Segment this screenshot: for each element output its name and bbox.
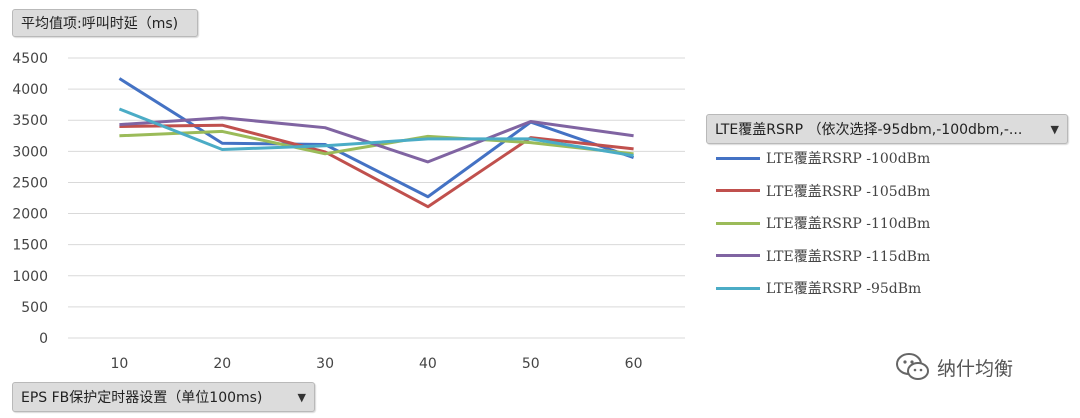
y-tick-label: 1000: [12, 269, 48, 285]
y-tick-label: 1500: [12, 238, 48, 254]
value-field-label: 平均值项:呼叫时延（ms): [21, 16, 179, 32]
legend-swatch: [716, 156, 760, 160]
value-field-button[interactable]: 平均值项:呼叫时延（ms): [12, 9, 198, 37]
chevron-down-icon: ▼: [1050, 122, 1059, 136]
series-line: [119, 116, 634, 164]
legend-label: LTE覆盖RSRP -115dBm: [766, 248, 931, 265]
x-tick-label: 40: [419, 356, 437, 372]
y-tick-label: 2000: [12, 207, 48, 223]
series-line: [119, 123, 634, 209]
legend-item[interactable]: LTE覆盖RSRP -100dBm: [716, 146, 930, 170]
y-tick-label: 2500: [12, 175, 48, 191]
legend-item[interactable]: LTE覆盖RSRP -105dBm: [716, 179, 930, 203]
legend-swatch: [716, 221, 760, 225]
chevron-down-icon: ▼: [297, 390, 306, 404]
y-tick-label: 4500: [12, 51, 48, 67]
y-tick-label: 3000: [12, 144, 48, 160]
y-tick-label: 0: [39, 331, 48, 347]
legend-swatch: [716, 189, 760, 192]
legend-item[interactable]: LTE覆盖RSRP -95dBm: [716, 276, 921, 300]
legend-field-dropdown[interactable]: LTE覆盖RSRP （依次选择-95dbm,-100dbm,-... ▼: [706, 114, 1068, 144]
legend-label: LTE覆盖RSRP -110dBm: [766, 216, 931, 232]
y-axis-ticks: 0 500 1000 1500 2000 2500 3000 3500 4000 4500: [12, 51, 48, 347]
x-tick-label: 10: [111, 356, 129, 372]
y-tick-label: 4000: [12, 82, 48, 98]
y-tick-label: 3500: [12, 113, 48, 129]
y-tick-label: 500: [21, 300, 48, 316]
x-axis-ticks: 10 20 30 40 50 60: [111, 356, 643, 372]
legend-item[interactable]: LTE覆盖RSRP -115dBm: [716, 244, 930, 268]
watermark: 纳什均衡: [895, 352, 1013, 382]
x-tick-label: 50: [522, 356, 540, 372]
watermark-text: 纳什均衡: [937, 357, 1014, 380]
legend-label: LTE覆盖RSRP -95dBm: [766, 281, 922, 297]
legend-field-label: LTE覆盖RSRP （依次选择-95dbm,-100dbm,-...: [715, 122, 1023, 138]
gridlines: [68, 57, 685, 339]
legend-swatch: [716, 254, 760, 257]
legend-label: LTE覆盖RSRP -105dBm: [766, 183, 931, 200]
legend-swatch: [716, 286, 760, 290]
legend-item[interactable]: LTE覆盖RSRP -110dBm: [716, 211, 930, 235]
x-tick-label: 60: [625, 356, 643, 372]
series-line: [118, 107, 634, 158]
series-lines: [118, 77, 635, 209]
x-field-label: EPS FB保护定时器设置（单位100ms): [21, 390, 263, 406]
x-tick-label: 30: [316, 356, 334, 372]
x-field-dropdown[interactable]: EPS FB保护定时器设置（单位100ms) ▼: [12, 382, 315, 412]
legend-label: LTE覆盖RSRP -100dBm: [766, 151, 931, 167]
wechat-icon: [896, 353, 929, 380]
x-tick-label: 20: [213, 356, 231, 372]
